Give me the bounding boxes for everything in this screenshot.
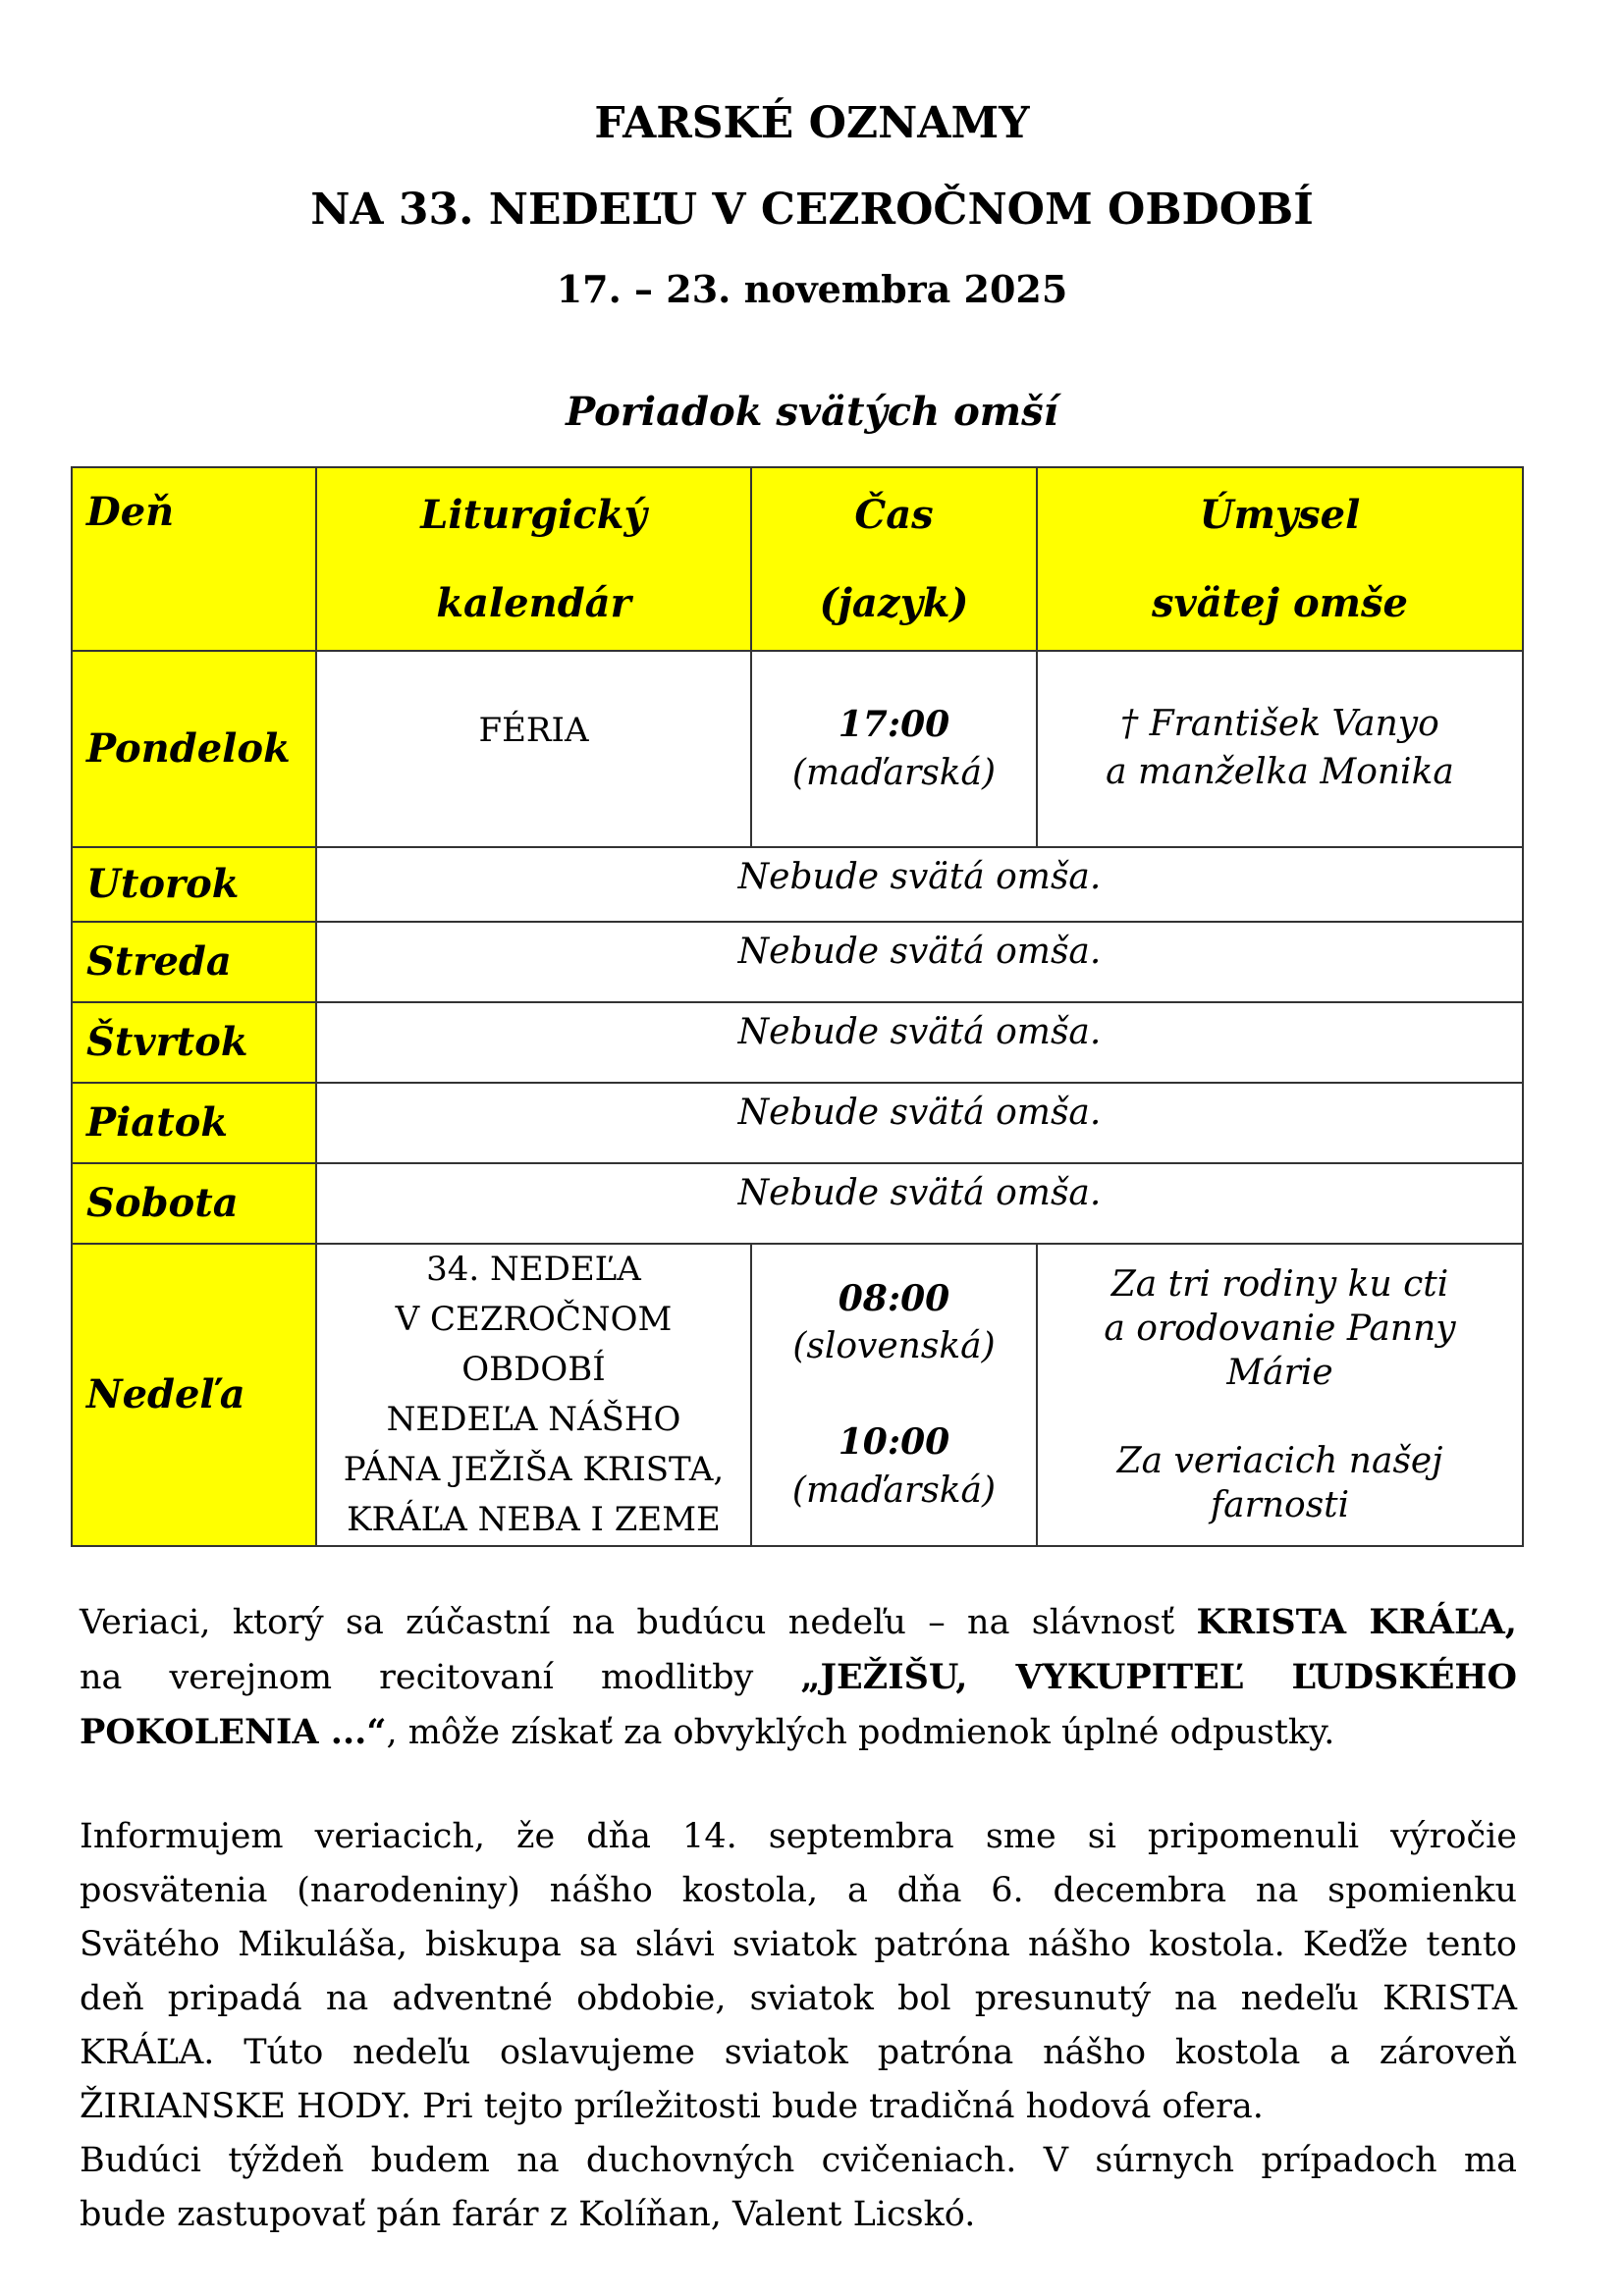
intention-cell: † František Vanyo a manželka Monika (1036, 650, 1524, 848)
time-cell: 17:00 (maďarská) (750, 650, 1038, 848)
table-row: Piatok Nebude svätá omša. (71, 1082, 1524, 1164)
table-row: Nedeľa 34. NEDEĽA V CEZROČNOM OBDOBÍ NEDEĽA… (71, 1243, 1524, 1547)
section-heading: Poriadok svätých omší (566, 389, 1058, 435)
table-row: Utorok Nebude svätá omša. (71, 846, 1524, 923)
header-intention: Úmysel svätej omše (1036, 466, 1524, 652)
no-mass-cell: Nebude svätá omša. (315, 921, 1524, 1003)
no-mass-cell: Nebude svätá omša. (315, 1082, 1524, 1164)
date-range: 17. – 23. novembra 2025 (556, 267, 1068, 311)
page-title: FARSKÉ OZNAMY (594, 98, 1030, 148)
table-row: Streda Nebude svätá omša. (71, 921, 1524, 1003)
day-cell: Štvrtok (71, 1001, 317, 1084)
header-time: Čas (jazyk) (750, 466, 1038, 652)
table-header-row: Deň Liturgický kalendár Čas (jazyk) Úmysel… (71, 466, 1524, 652)
announcement-paragraph: Informujem veriacich, že dňa 14. septemb… (80, 1817, 1517, 2234)
day-cell: Utorok (71, 846, 317, 923)
intention-cell: Za tri rodiny ku cti a orodovanie Panny Má… (1036, 1243, 1524, 1547)
day-cell: Streda (71, 921, 317, 1003)
no-mass-cell: Nebude svätá omša. (315, 846, 1524, 923)
day-cell: Sobota (71, 1162, 317, 1245)
header-calendar: Liturgický kalendár (315, 466, 752, 652)
indulgence-paragraph: Veriaci, ktorý sa zúčastní na budúcu ned… (80, 1602, 1517, 1752)
day-cell: Piatok (71, 1082, 317, 1164)
table-row: Sobota Nebude svätá omša. (71, 1162, 1524, 1245)
no-mass-cell: Nebude svätá omša. (315, 1001, 1524, 1084)
day-cell: Nedeľa (71, 1243, 317, 1547)
table-row: Štvrtok Nebude svätá omša. (71, 1001, 1524, 1084)
page-subtitle: NA 33. NEDEĽU V CEZROČNOM OBDOBÍ (310, 185, 1314, 235)
time-cell: 08:00 (slovenská) 10:00 (maďarská) (750, 1243, 1038, 1547)
mass-schedule-table: Deň Liturgický kalendár Čas (jazyk) Úmysel… (71, 466, 1524, 1547)
calendar-cell: FÉRIA (315, 650, 752, 848)
no-mass-cell: Nebude svätá omša. (315, 1162, 1524, 1245)
table-row: Pondelok FÉRIA 17:00 (maďarská) † Františ… (71, 650, 1524, 848)
calendar-cell: 34. NEDEĽA V CEZROČNOM OBDOBÍ NEDEĽA NÁŠHO P… (315, 1243, 752, 1547)
day-cell: Pondelok (71, 650, 317, 848)
header-day: Deň (71, 466, 317, 652)
